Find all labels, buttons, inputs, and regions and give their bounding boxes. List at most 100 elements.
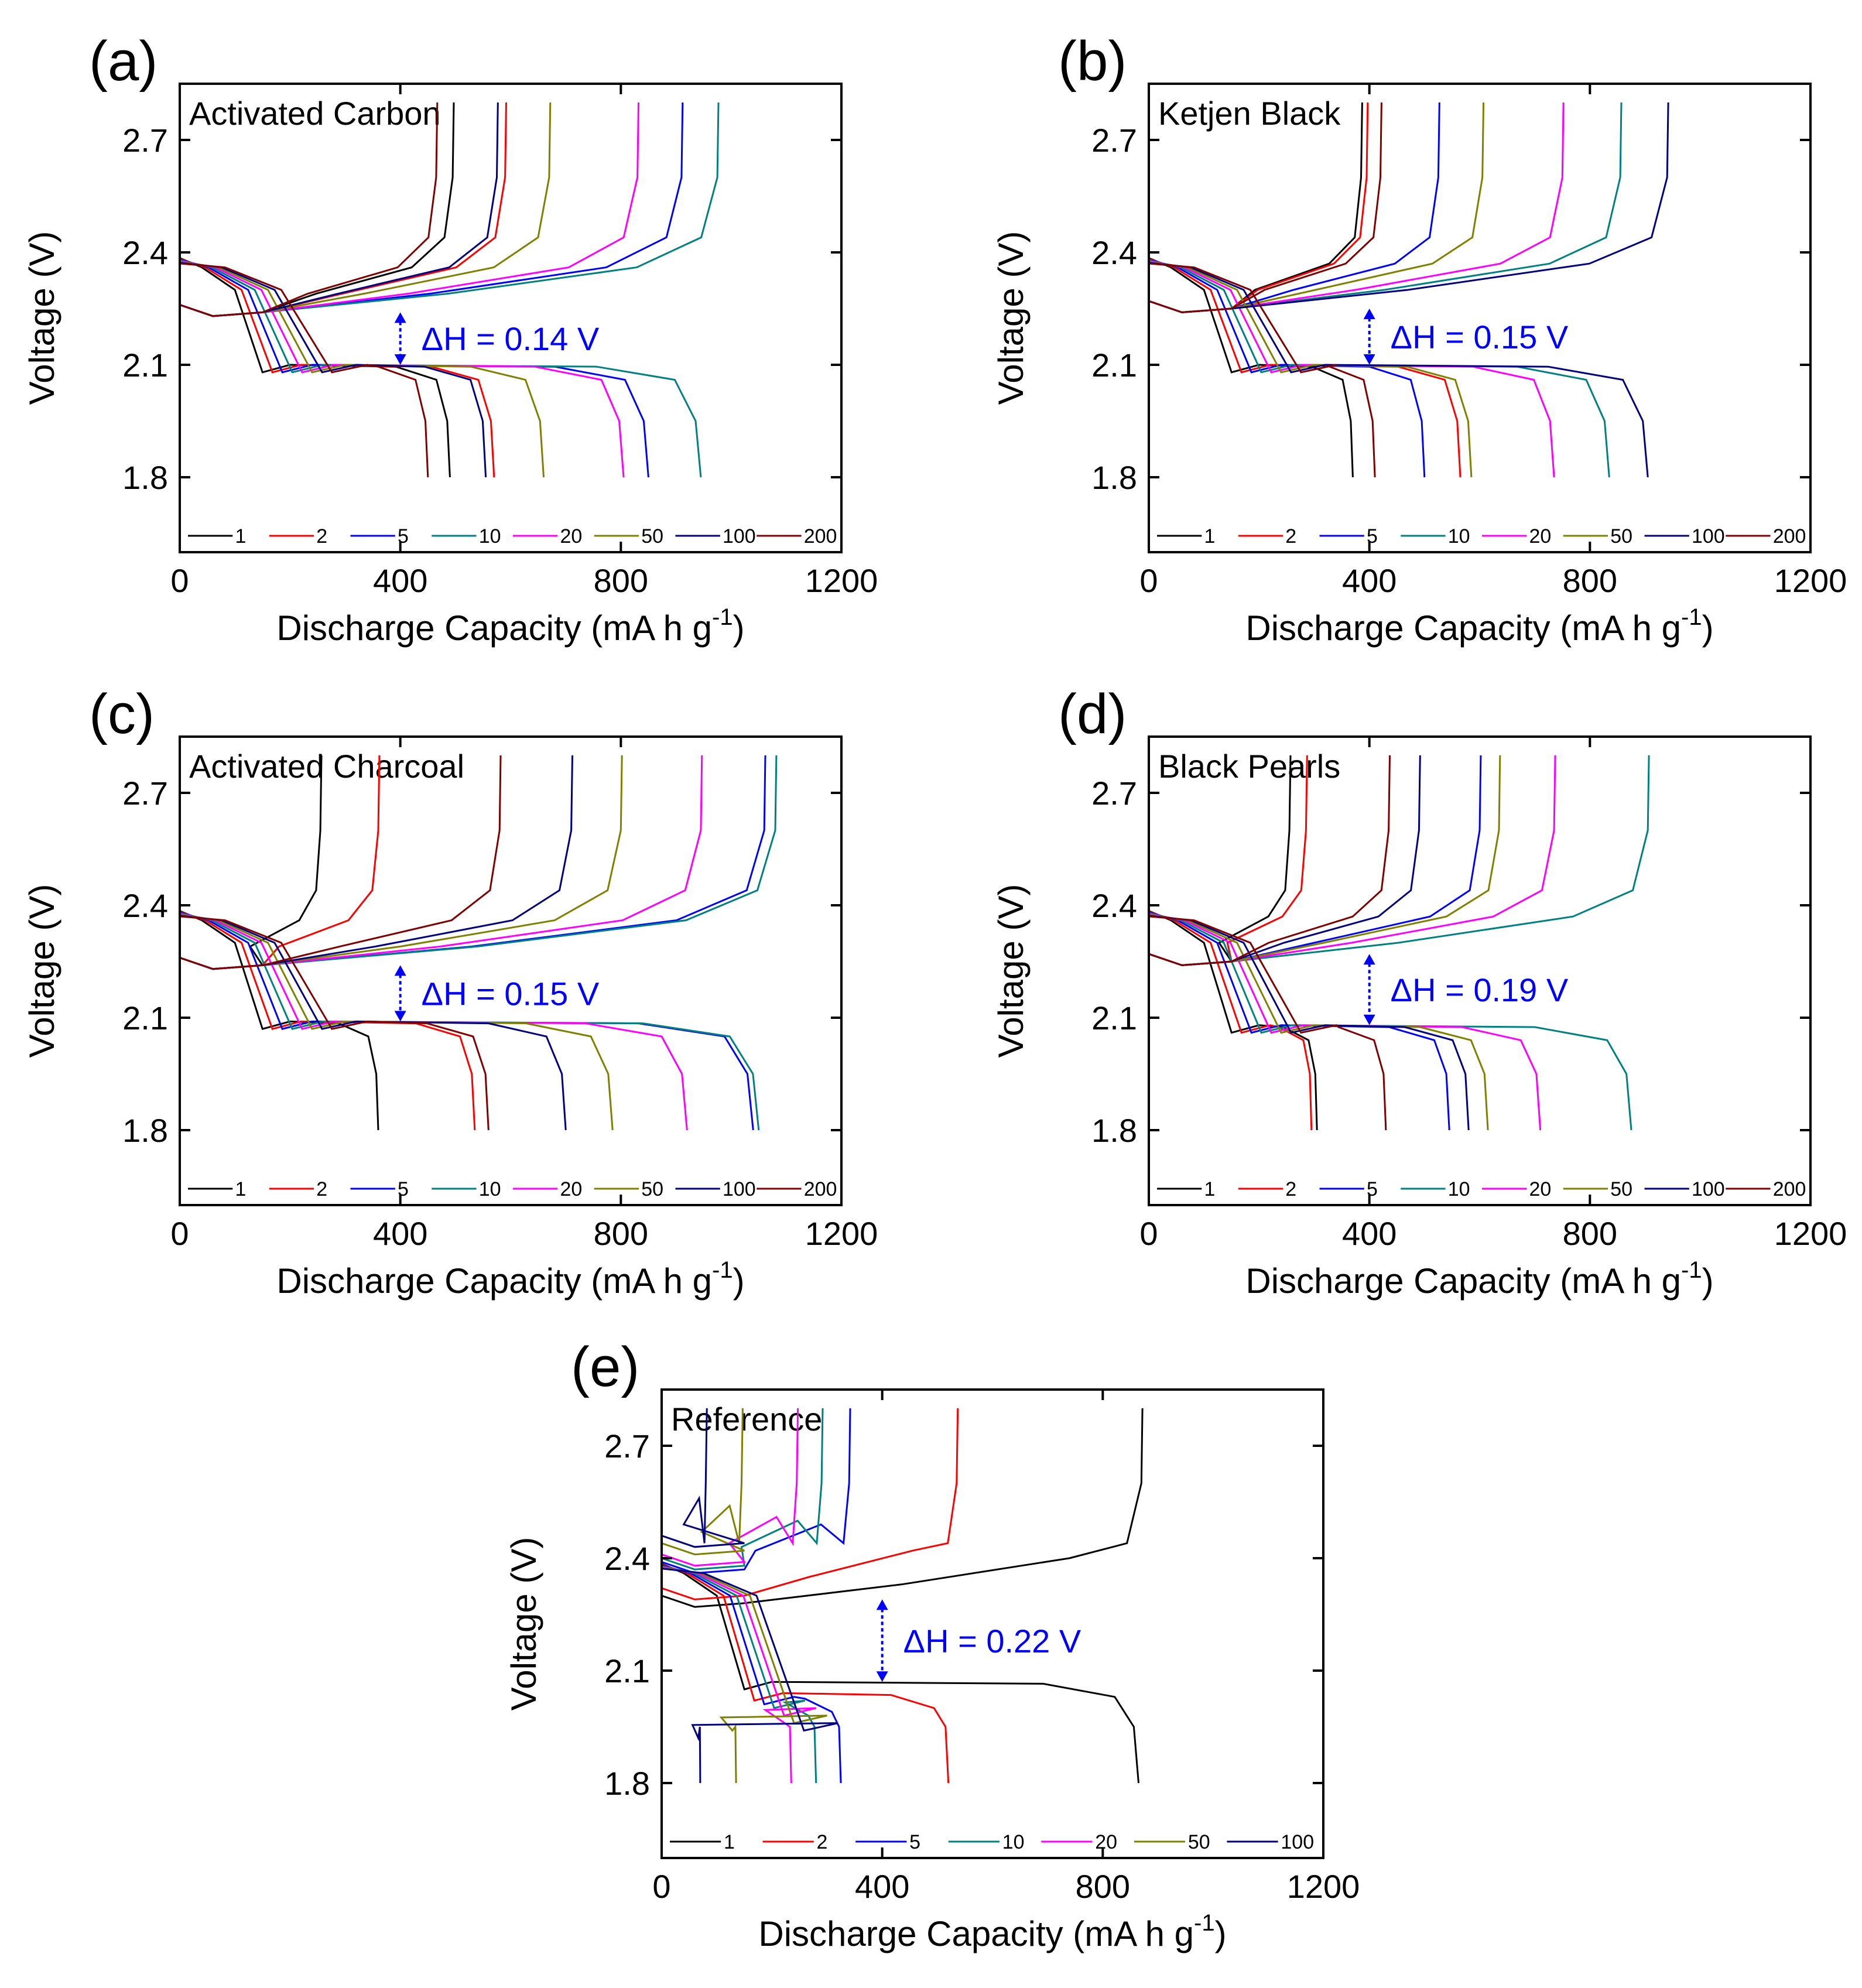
legend-label-5: 5: [1367, 525, 1378, 548]
legend-label-100: 100: [723, 525, 756, 548]
y-tick-label: 1.8: [122, 459, 168, 496]
y-tick-label: 2.1: [604, 1652, 650, 1689]
chart-panel-5: (e) Reference 0 400 800 1200 1.8 2.1 2.4 2.7 Disch…: [504, 1336, 1360, 1953]
charge-curve-200: [180, 755, 502, 970]
legend-label-5: 5: [398, 1178, 409, 1200]
legend-label-5: 5: [909, 1831, 920, 1853]
charge-curve-2: [1149, 102, 1369, 313]
discharge-curve-10: [1149, 259, 1610, 478]
legend-label-2: 2: [316, 1178, 327, 1200]
discharge-curve-10: [662, 1565, 817, 1784]
legend-label-10: 10: [1448, 525, 1470, 548]
legend-label-1: 1: [235, 525, 246, 548]
charge-curve-20: [180, 755, 703, 970]
x-tick-label: 400: [1342, 562, 1396, 599]
y-tick-label: 2.4: [1091, 234, 1137, 271]
y-tick-label: 2.1: [122, 347, 168, 384]
discharge-curve-20: [662, 1566, 817, 1784]
panel-label: (c): [89, 683, 155, 745]
x-tick-label: 800: [594, 562, 648, 599]
legend-label-50: 50: [641, 525, 663, 548]
legend-label-20: 20: [1529, 1178, 1551, 1200]
y-tick-label: 2.7: [122, 122, 168, 159]
charge-curve-200: [1149, 755, 1391, 966]
legend-label-5: 5: [1367, 1178, 1378, 1200]
x-axis-label: Discharge Capacity (mA h g-1): [276, 604, 744, 648]
charge-curve-10: [1149, 102, 1623, 313]
legend-label-1: 1: [235, 1178, 246, 1200]
discharge-curve-20: [1149, 913, 1542, 1131]
y-tick-label: 1.8: [604, 1765, 650, 1802]
legend-label-2: 2: [316, 525, 327, 548]
plot-frame: [179, 83, 843, 553]
discharge-curve-20: [1149, 260, 1555, 478]
charge-curve-1: [1149, 755, 1292, 966]
legend-label-10: 10: [1448, 1178, 1470, 1200]
y-axis-label: Voltage (V): [22, 231, 61, 405]
discharge-curve-2: [180, 911, 476, 1131]
y-axis-label: Voltage (V): [22, 884, 61, 1058]
curves-group: [180, 102, 720, 478]
legend-label-10: 10: [479, 525, 501, 548]
delta-h-arrow-head-up: [1363, 309, 1375, 319]
x-tick-label: 1200: [805, 562, 878, 599]
panel-title: Black Pearls: [1158, 748, 1340, 785]
delta-h-arrow-head-down: [1363, 1014, 1375, 1025]
x-tick-label: 1200: [1774, 1215, 1847, 1252]
discharge-curve-5: [180, 911, 754, 1131]
discharge-curve-50: [180, 261, 545, 478]
legend-label-200: 200: [1773, 525, 1806, 548]
x-tick-label: 0: [170, 562, 189, 599]
discharge-curve-1: [1149, 910, 1318, 1131]
discharge-curve-200: [180, 262, 429, 478]
legend-label-100: 100: [723, 1178, 756, 1200]
delta-h-arrow-head-down: [1363, 354, 1375, 365]
delta-h-arrow-head-down: [394, 1011, 406, 1022]
x-tick-label: 800: [1563, 562, 1617, 599]
charge-curve-50: [662, 1408, 745, 1556]
panel-title: Activated Charcoal: [189, 748, 464, 785]
x-tick-label: 0: [652, 1868, 670, 1905]
delta-h-label: ΔH = 0.15 V: [422, 975, 600, 1012]
curves-group: [662, 1408, 1144, 1784]
x-tick-label: 1200: [805, 1215, 878, 1252]
x-tick-label: 800: [1563, 1215, 1617, 1252]
plot-frame: [1148, 83, 1812, 553]
x-tick-label: 400: [373, 1215, 427, 1252]
x-tick-label: 400: [373, 562, 427, 599]
charge-curve-200: [180, 102, 439, 317]
y-tick-label: 2.7: [1091, 122, 1137, 159]
x-axis-label: Discharge Capacity (mA h g-1): [1245, 604, 1713, 648]
discharge-curve-10: [180, 259, 702, 478]
legend-label-50: 50: [641, 1178, 663, 1200]
legend-label-1: 1: [724, 1831, 735, 1853]
discharge-curve-10: [1149, 912, 1632, 1131]
panel-title: Reference: [671, 1401, 822, 1438]
legend-label-1: 1: [1204, 1178, 1215, 1200]
x-tick-label: 800: [594, 1215, 648, 1252]
delta-h-label: ΔH = 0.14 V: [422, 320, 600, 357]
discharge-curve-100: [1149, 915, 1470, 1131]
x-axis-label: Discharge Capacity (mA h g-1): [758, 1910, 1226, 1953]
x-axis-label: Discharge Capacity (mA h g-1): [1245, 1257, 1713, 1301]
discharge-curve-200: [1149, 915, 1387, 1131]
y-axis-label: Voltage (V): [504, 1537, 543, 1711]
delta-h-arrow-head-down: [394, 354, 406, 365]
legend-label-50: 50: [1188, 1831, 1210, 1853]
y-tick-label: 2.4: [604, 1540, 650, 1577]
delta-h-arrow-head-up: [876, 1599, 888, 1610]
y-tick-label: 2.4: [1091, 887, 1137, 924]
panel-title: Activated Carbon: [189, 95, 441, 132]
x-tick-label: 1200: [1774, 562, 1847, 599]
x-tick-label: 400: [855, 1868, 909, 1905]
discharge-curve-50: [180, 913, 614, 1131]
delta-h-arrow-head-up: [394, 312, 406, 323]
y-tick-label: 2.1: [1091, 1000, 1137, 1036]
charge-curve-1: [662, 1408, 1144, 1608]
discharge-curve-5: [1149, 258, 1426, 478]
discharge-curve-50: [1149, 913, 1489, 1131]
discharge-curve-200: [180, 915, 490, 1131]
charge-curve-10: [662, 1408, 824, 1570]
